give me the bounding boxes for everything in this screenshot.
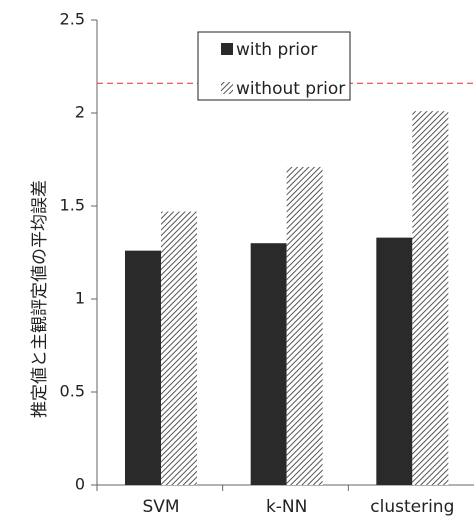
- bar-with-prior-k-nn: [250, 243, 287, 485]
- y-tick-label: 2: [75, 103, 85, 122]
- y-tick-label: 1.5: [60, 196, 85, 215]
- y-tick-label: 0.5: [60, 382, 85, 401]
- bar-with-prior-clustering: [376, 237, 413, 485]
- y-tick-label: 2.5: [60, 10, 85, 29]
- y-axis: 0 0.5 1 1.5 2 2.5: [60, 10, 98, 494]
- bars: [125, 111, 449, 485]
- y-tick-label: 0: [75, 475, 85, 494]
- x-category-label: SVM: [142, 497, 179, 517]
- x-category-label: k-NN: [266, 497, 307, 517]
- bar-without-prior-svm: [161, 211, 197, 485]
- bar-without-prior-clustering: [412, 111, 449, 485]
- legend-swatch-with-prior: [221, 43, 233, 55]
- legend-swatch-without-prior: [221, 82, 233, 94]
- x-category-label: clustering: [370, 497, 454, 517]
- category-labels: SVM k-NN clustering: [142, 497, 454, 517]
- legend-label-with-prior: with prior: [236, 40, 317, 60]
- legend-label-without-prior: without prior: [236, 79, 345, 99]
- legend: with prior without prior: [197, 31, 351, 101]
- bar-with-prior-svm: [125, 250, 161, 485]
- y-axis-label: 推定値と主観評定値の平均誤差: [30, 180, 50, 418]
- bar-without-prior-k-nn: [286, 166, 323, 485]
- x-axis: [96, 484, 474, 491]
- y-tick-label: 1: [75, 289, 85, 308]
